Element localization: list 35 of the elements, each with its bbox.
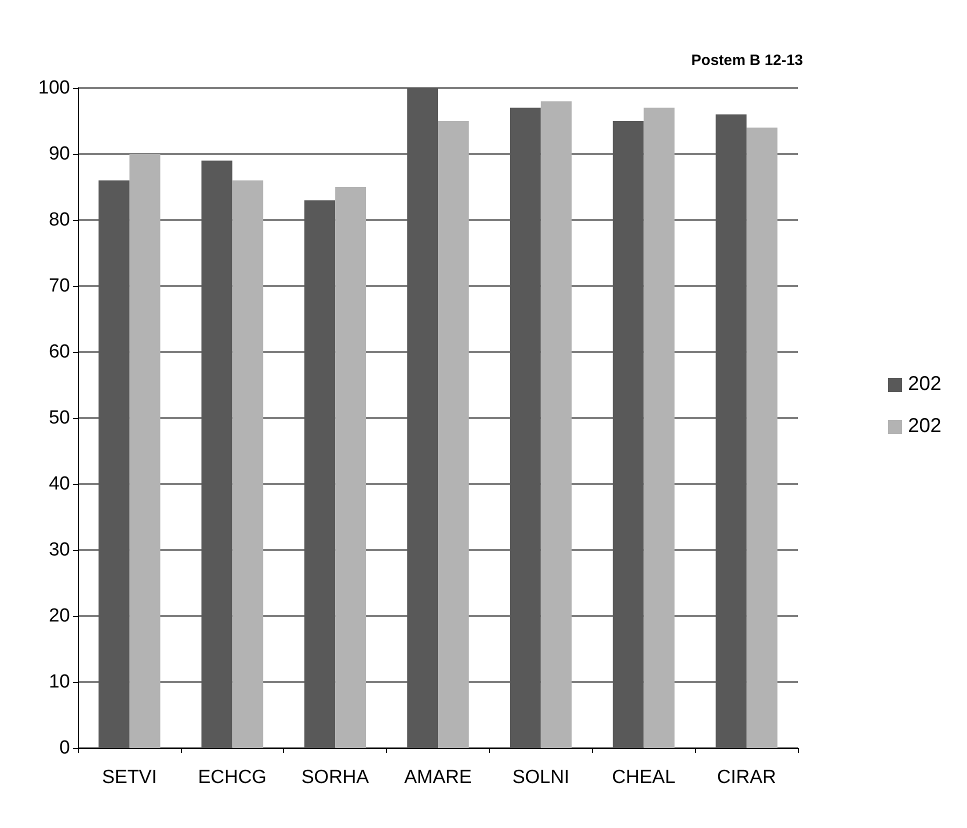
y-tick-label: 30 [48,540,70,560]
chart-title: Postem B 12-13 [691,52,803,69]
x-tick-label: SETVI [102,767,157,788]
y-tick-label: 10 [48,672,70,692]
y-tick-label: 60 [48,342,70,362]
bar [746,128,778,748]
y-tick-label: 20 [48,606,70,626]
bar [335,187,366,748]
x-tick-label: CHEAL [612,767,676,788]
bar [407,88,438,748]
bar [510,108,541,748]
y-tick-label: 50 [48,408,70,428]
bar [540,101,572,748]
bar [612,121,644,748]
y-tick-label: 80 [48,210,70,230]
x-tick-label: ECHCG [198,767,267,788]
bar [438,121,469,748]
bar [644,108,675,748]
y-tick-label: 40 [48,474,70,494]
legend-label: 202 [908,373,942,395]
bar [304,200,336,748]
bar [232,180,264,748]
legend-label: 202 [908,415,942,437]
bar [716,114,747,748]
bar [201,160,232,748]
x-tick-label: SORHA [301,767,370,788]
x-tick-label: CIRAR [717,767,776,788]
bar [98,180,130,748]
x-tick-label: SOLNI [512,767,570,788]
bar [129,154,160,748]
y-tick-label: 90 [48,144,70,164]
y-tick-label: 0 [59,738,70,758]
y-tick-label: 70 [48,276,70,296]
y-tick-label: 100 [38,78,70,98]
x-tick-label: AMARE [404,767,472,788]
